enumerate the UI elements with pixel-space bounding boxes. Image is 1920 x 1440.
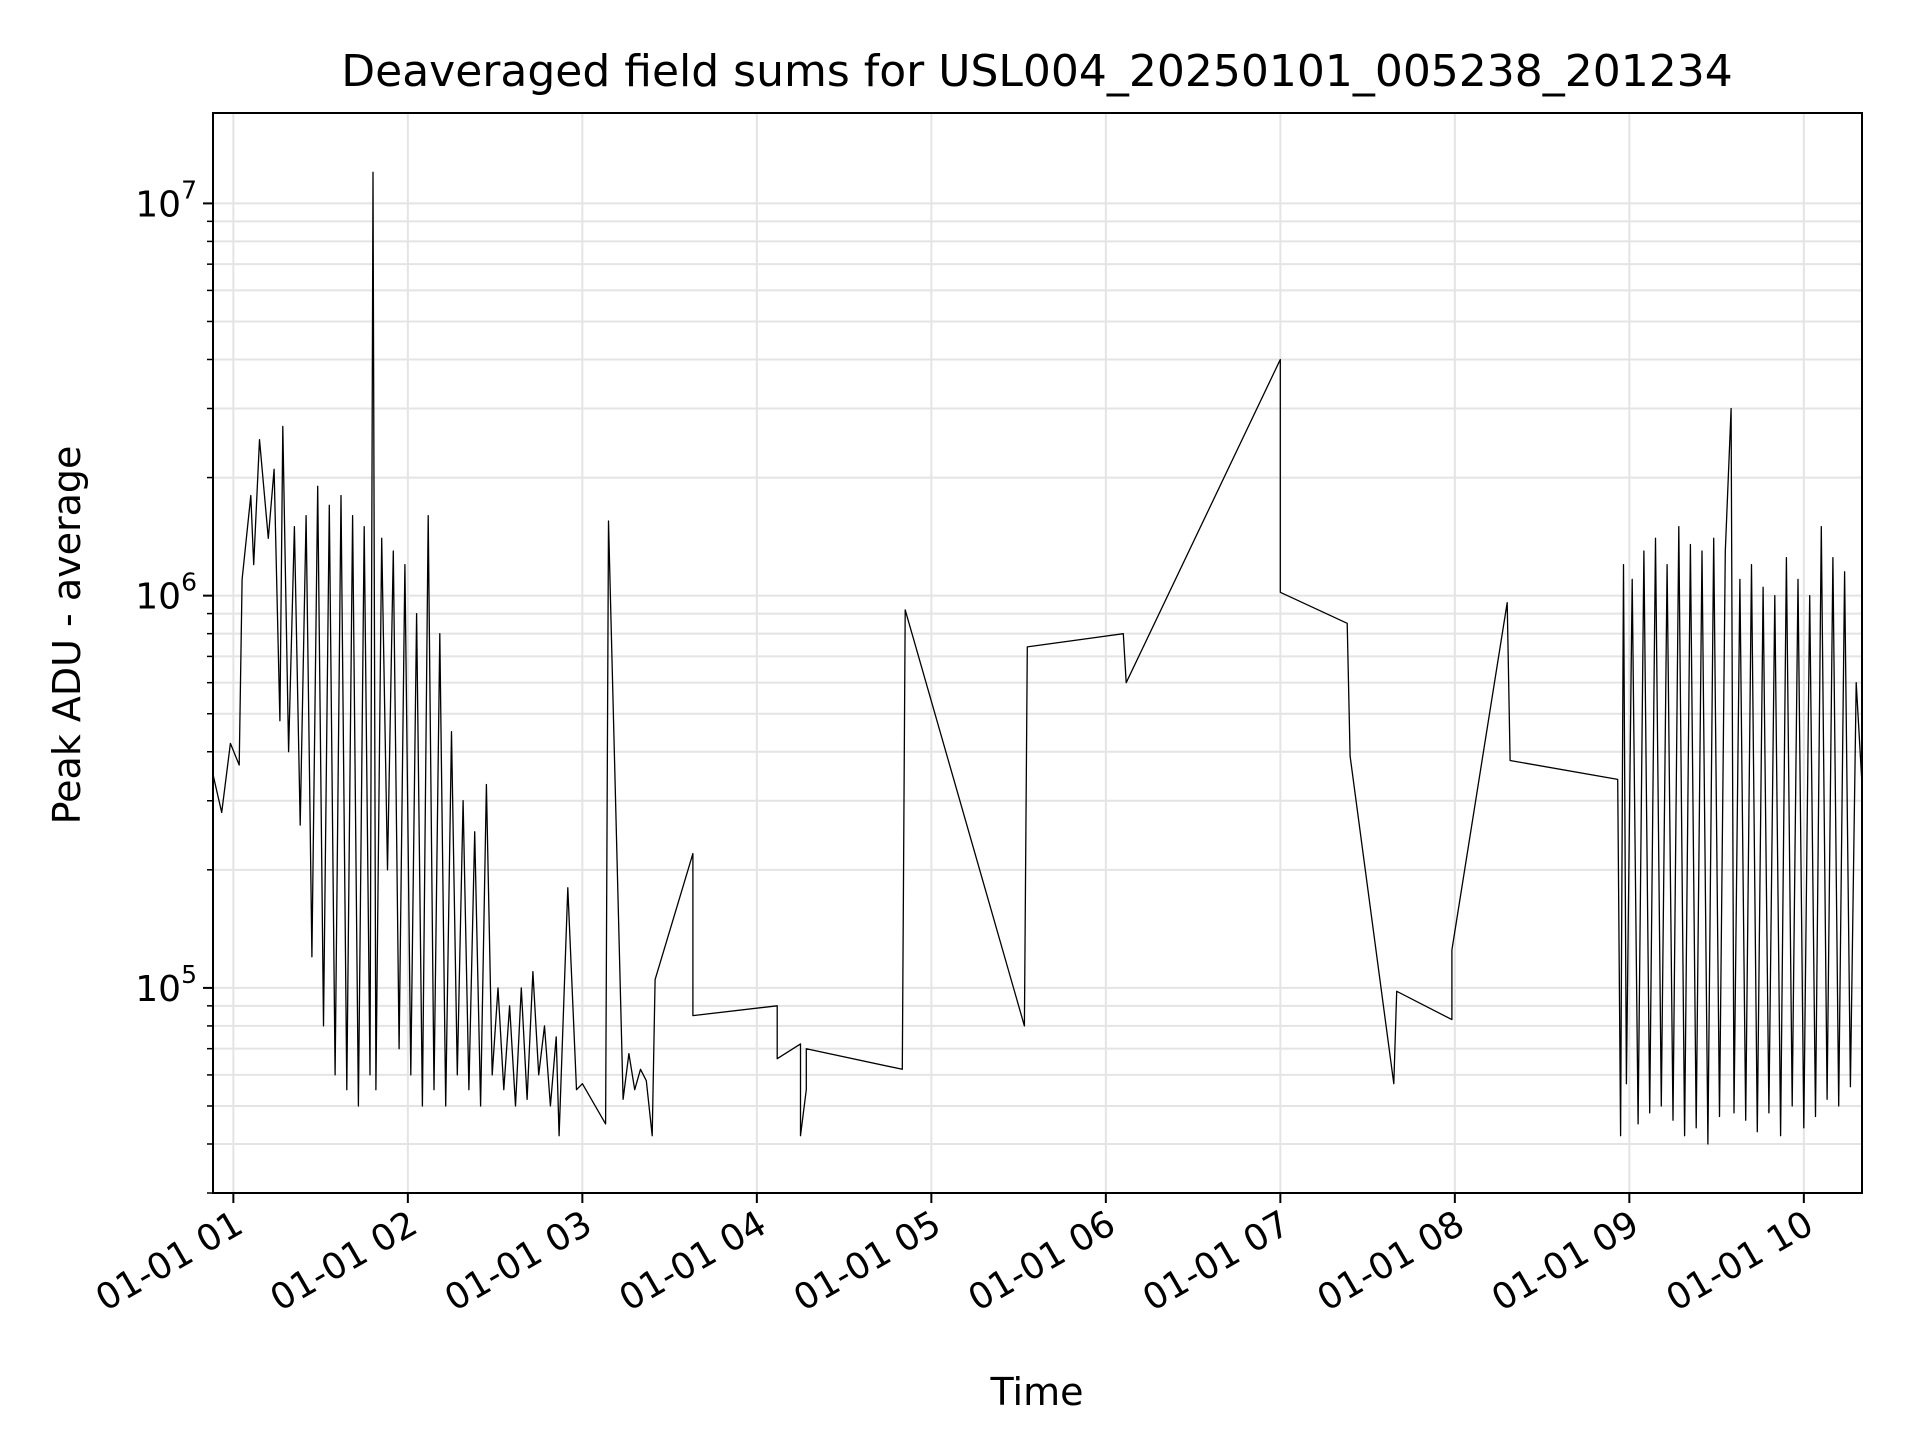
x-axis-label: Time xyxy=(990,1370,1084,1414)
x-tick-label: 01-01 05 xyxy=(787,1203,948,1319)
x-tick-label: 01-01 01 xyxy=(89,1203,250,1319)
y-tick-label: 105 xyxy=(135,960,197,1010)
y-axis-label: Peak ADU - average xyxy=(45,446,89,825)
y-tick-label: 106 xyxy=(135,568,197,618)
x-tick-label: 01-01 09 xyxy=(1485,1203,1646,1319)
chart-title: Deaveraged field sums for USL004_2025010… xyxy=(341,46,1733,97)
x-tick-label: 01-01 06 xyxy=(962,1203,1123,1319)
ticks: 01-01 01 01-01 02 01-01 03 01-01 04 01-01 05… xyxy=(89,175,1820,1319)
plot-frame xyxy=(212,112,1863,1194)
x-tick-label: 01-01 08 xyxy=(1311,1203,1472,1319)
x-tick-label: 01-01 02 xyxy=(264,1203,425,1319)
y-tick-label: 107 xyxy=(135,175,197,225)
x-tick-label: 01-01 10 xyxy=(1660,1203,1821,1319)
x-tick-label: 01-01 04 xyxy=(613,1203,774,1319)
series-layer xyxy=(212,171,1863,1145)
x-tick-label: 01-01 03 xyxy=(438,1203,599,1319)
x-tick-label: 01-01 07 xyxy=(1136,1203,1297,1319)
series-line xyxy=(212,171,1863,1145)
grid xyxy=(213,113,1862,1194)
